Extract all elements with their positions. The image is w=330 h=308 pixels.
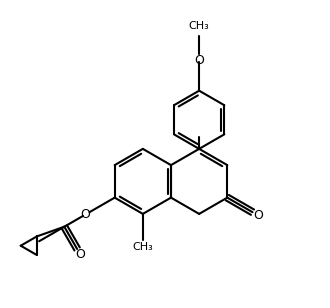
Text: O: O — [76, 248, 85, 261]
Text: CH₃: CH₃ — [189, 21, 210, 31]
Text: O: O — [253, 209, 263, 222]
Text: O: O — [194, 55, 204, 67]
Text: O: O — [80, 208, 90, 221]
Text: CH₃: CH₃ — [132, 242, 153, 252]
